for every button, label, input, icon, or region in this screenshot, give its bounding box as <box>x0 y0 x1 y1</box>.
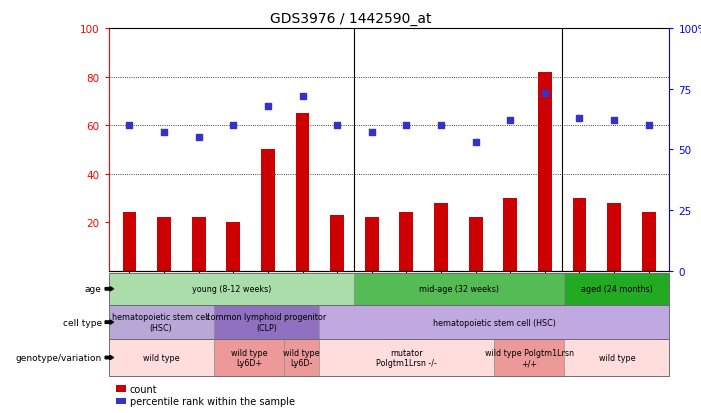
Bar <box>607 203 621 271</box>
Text: hematopoietic stem cell (HSC): hematopoietic stem cell (HSC) <box>433 318 556 327</box>
Bar <box>434 203 448 271</box>
Point <box>297 93 308 100</box>
Bar <box>365 218 379 271</box>
Point <box>539 91 550 97</box>
Point <box>366 130 377 136</box>
Point <box>608 118 620 124</box>
Text: wild type
Ly6D+: wild type Ly6D+ <box>231 348 267 367</box>
Point <box>574 115 585 122</box>
Bar <box>469 218 482 271</box>
Bar <box>226 223 240 271</box>
Bar <box>400 213 414 271</box>
Bar <box>157 218 171 271</box>
Point <box>643 122 654 129</box>
Bar <box>123 213 137 271</box>
Point <box>228 122 239 129</box>
Text: wild type: wild type <box>143 353 179 362</box>
Bar <box>641 213 655 271</box>
Text: wild type Polgtm1Lrsn
+/+: wild type Polgtm1Lrsn +/+ <box>485 348 573 367</box>
Bar <box>503 198 517 271</box>
Point <box>193 135 204 141</box>
Text: cell type: cell type <box>62 318 102 327</box>
Bar <box>192 218 205 271</box>
Text: young (8-12 weeks): young (8-12 weeks) <box>191 285 271 294</box>
Text: aged (24 months): aged (24 months) <box>581 285 653 294</box>
Bar <box>261 150 275 271</box>
Bar <box>573 198 586 271</box>
Point <box>332 122 343 129</box>
Text: age: age <box>85 285 102 294</box>
Text: hematopoietic stem cell
(HSC): hematopoietic stem cell (HSC) <box>112 313 210 332</box>
Text: mutator
Polgtm1Lrsn -/-: mutator Polgtm1Lrsn -/- <box>376 348 437 367</box>
Point <box>158 130 170 136</box>
Point <box>435 122 447 129</box>
Point <box>401 122 412 129</box>
Point <box>505 118 516 124</box>
Text: percentile rank within the sample: percentile rank within the sample <box>130 396 294 406</box>
Point <box>262 103 273 110</box>
Text: genotype/variation: genotype/variation <box>15 353 102 362</box>
Point <box>124 122 135 129</box>
Bar <box>330 215 344 271</box>
Bar <box>296 114 309 271</box>
Bar <box>538 72 552 271</box>
Text: count: count <box>130 384 157 394</box>
Text: common lymphoid progenitor
(CLP): common lymphoid progenitor (CLP) <box>206 313 327 332</box>
Text: mid-age (32 weeks): mid-age (32 weeks) <box>419 285 499 294</box>
Point <box>470 139 481 146</box>
Text: GDS3976 / 1442590_at: GDS3976 / 1442590_at <box>270 12 431 26</box>
Text: wild type: wild type <box>599 353 635 362</box>
Text: wild type
Ly6D-: wild type Ly6D- <box>283 348 320 367</box>
